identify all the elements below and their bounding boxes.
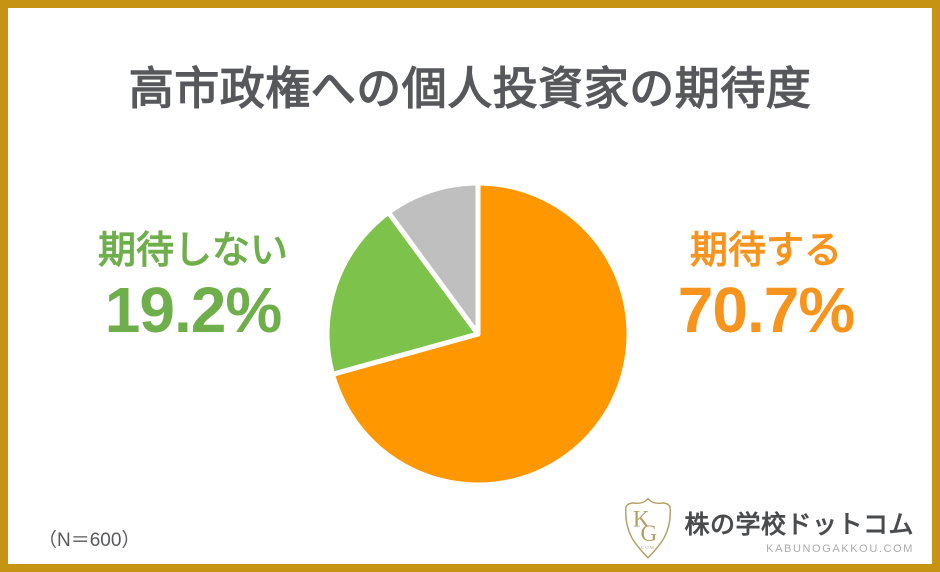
brand-text-block: 株の学校ドットコム KABUNOGAKKOU.COM bbox=[684, 505, 914, 555]
brand-domain: KABUNOGAKKOU.COM bbox=[766, 543, 914, 555]
label-block-no-expect: 期待しない 19.2% bbox=[63, 230, 323, 345]
slice-value-no-expect: 19.2% bbox=[104, 273, 282, 346]
pie-slice-2 bbox=[385, 180, 481, 337]
slice-value-expect: 70.7% bbox=[677, 273, 855, 346]
slice-label-expect: 期待する bbox=[689, 230, 842, 272]
brand-logo: K G COM 株の学校ドットコム KABUNOGAKKOU.COM bbox=[619, 494, 914, 564]
brand-shield-icon: K G COM bbox=[625, 497, 672, 559]
pie-slice-0 bbox=[329, 180, 632, 488]
shield-sub-text: COM bbox=[641, 546, 655, 551]
chart-title: 高市政権への個人投資家の期待度 bbox=[128, 63, 812, 114]
shield-letter-k: K bbox=[633, 507, 650, 533]
slice-label-no-expect: 期待しない bbox=[97, 230, 288, 272]
sample-size-note: （N＝600） bbox=[38, 530, 141, 551]
brand-name: 株の学校ドットコム bbox=[684, 511, 914, 539]
pie-chart bbox=[324, 180, 632, 488]
label-block-expect: 期待する 70.7% bbox=[636, 230, 896, 345]
pie-slice-1 bbox=[324, 209, 481, 377]
shield-letter-g: G bbox=[641, 521, 658, 547]
